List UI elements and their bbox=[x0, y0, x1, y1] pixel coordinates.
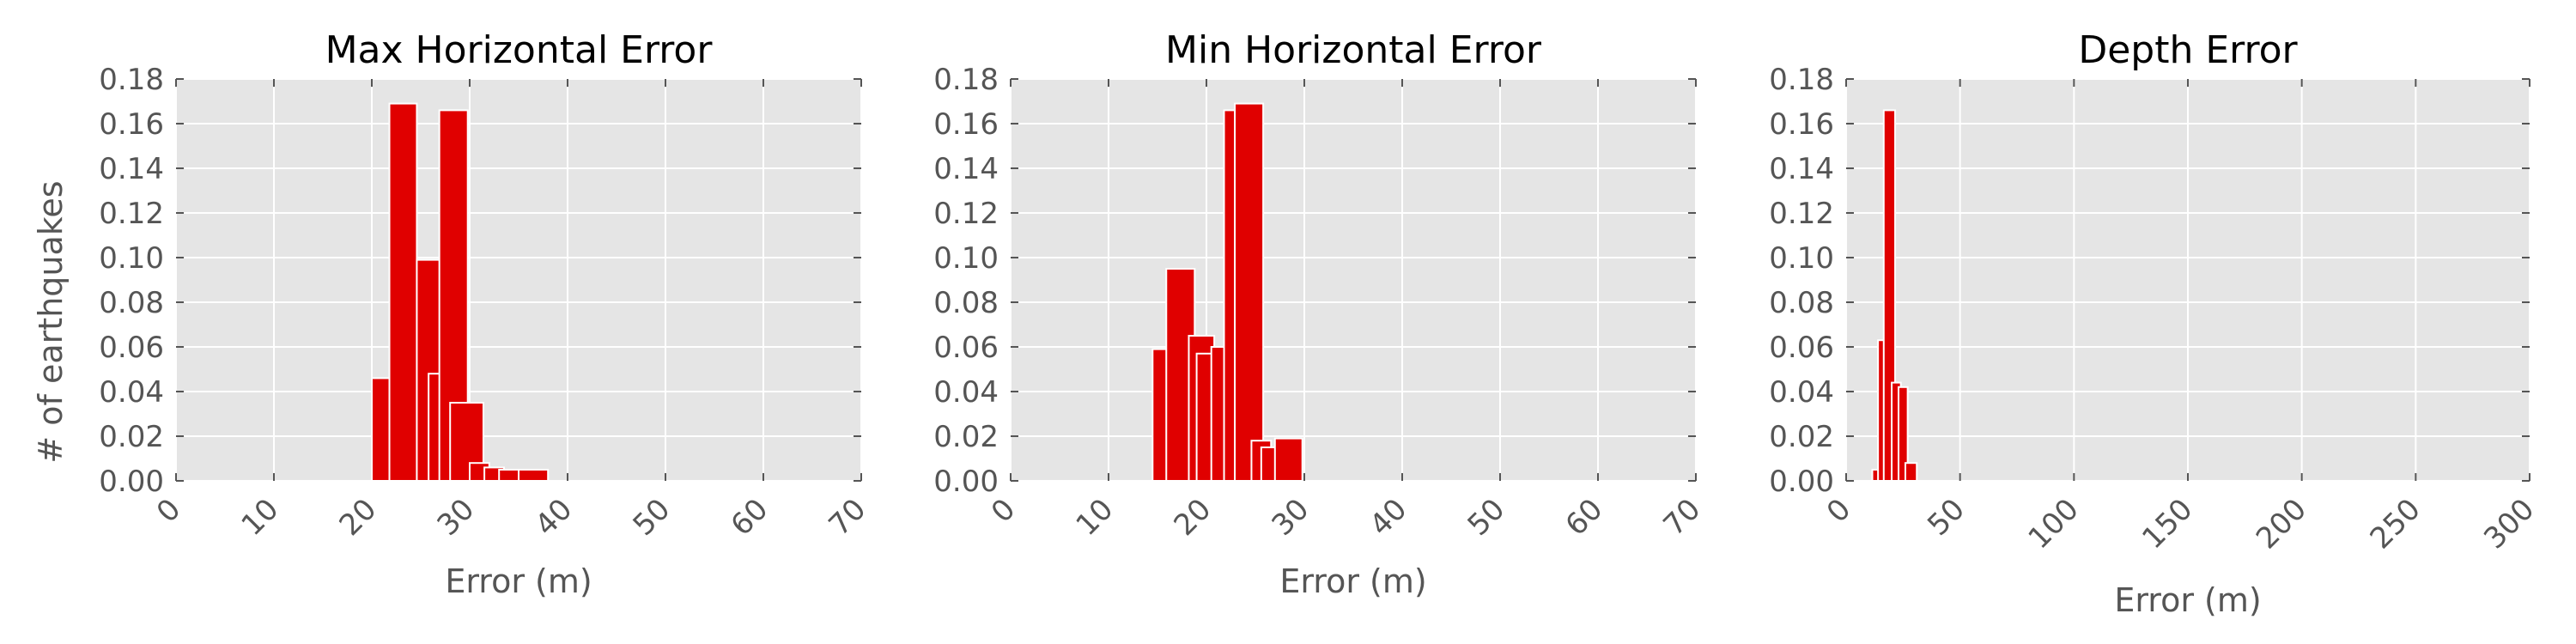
y-tick-label: 0.12 bbox=[933, 197, 999, 231]
gridlines bbox=[1010, 78, 1697, 482]
y-tick-label: 0.18 bbox=[1769, 63, 1834, 97]
y-tick-label: 0.08 bbox=[99, 286, 164, 320]
histogram-bar bbox=[498, 469, 520, 482]
x-tick-label: 40 bbox=[1364, 492, 1414, 543]
y-tick-label: 0.14 bbox=[933, 152, 999, 186]
chart-title: Max Horizontal Error bbox=[325, 28, 714, 72]
histogram-bar bbox=[371, 377, 391, 482]
x-tick-label: 20 bbox=[1168, 492, 1218, 543]
y-tick-label: 0.18 bbox=[99, 63, 164, 97]
y-tick-label: 0.06 bbox=[99, 331, 164, 365]
x-tick-label: 10 bbox=[235, 492, 286, 543]
x-tick-label: 20 bbox=[333, 492, 384, 543]
y-tick-label: 0.04 bbox=[99, 375, 164, 410]
chart-depth-error: Depth Error Error (m) 0.00 0.02 0.04 0.06 0.… bbox=[1769, 28, 2541, 619]
x-axis-label: Error (m) bbox=[2114, 581, 2261, 619]
y-axis-label: # of earthquakes bbox=[32, 180, 70, 463]
x-tick-label: 50 bbox=[1461, 492, 1512, 543]
y-tick-label: 0.12 bbox=[99, 197, 164, 231]
histogram-bar bbox=[388, 102, 418, 482]
histogram-bar bbox=[1234, 102, 1265, 482]
x-tick-label: 200 bbox=[2250, 492, 2313, 556]
y-tick-label: 0.02 bbox=[933, 420, 999, 454]
y-tick-label: 0.08 bbox=[1769, 286, 1834, 320]
histogram-bar bbox=[518, 469, 550, 482]
y-tick-label: 0.06 bbox=[1769, 331, 1834, 365]
y-tick-label: 0.16 bbox=[1769, 107, 1834, 142]
histogram-bar bbox=[1151, 348, 1169, 482]
x-tick-label: 30 bbox=[431, 492, 482, 543]
bars bbox=[371, 102, 550, 483]
x-tick-label: 70 bbox=[1657, 492, 1708, 543]
x-tick-label: 30 bbox=[1266, 492, 1316, 543]
tick-marks bbox=[1010, 78, 1697, 482]
bars bbox=[1151, 102, 1303, 483]
chart-title: Min Horizontal Error bbox=[1165, 28, 1542, 72]
y-tick-label: 0.12 bbox=[1769, 197, 1834, 231]
y-tick-label: 0.16 bbox=[933, 107, 999, 142]
y-tick-label: 0.06 bbox=[933, 331, 999, 365]
x-tick-label: 250 bbox=[2364, 492, 2427, 556]
y-tick-label: 0.08 bbox=[933, 286, 999, 320]
y-tick-label: 0.02 bbox=[1769, 420, 1834, 454]
x-tick-label: 10 bbox=[1070, 492, 1121, 543]
x-axis-label: Error (m) bbox=[1279, 562, 1426, 600]
histogram-bar bbox=[1904, 462, 1918, 483]
plot-area bbox=[1011, 79, 1696, 481]
y-tick-label: 0.14 bbox=[99, 152, 164, 186]
x-tick-label: 300 bbox=[2477, 492, 2541, 556]
x-tick-label: 100 bbox=[2022, 492, 2086, 556]
y-tick-label: 0.02 bbox=[99, 420, 164, 454]
chart-max-horizontal-error: Max Horizontal Error Error (m) 0.00 0.02 0… bbox=[99, 28, 872, 600]
y-tick-label: 0.10 bbox=[933, 241, 999, 276]
plot-area bbox=[176, 79, 861, 481]
y-tick-label: 0.16 bbox=[99, 107, 164, 142]
x-tick-label: 50 bbox=[627, 492, 677, 543]
y-tick-label: 0.18 bbox=[933, 63, 999, 97]
tick-marks bbox=[1845, 78, 2530, 482]
x-tick-label: 60 bbox=[725, 492, 775, 543]
histogram-bar bbox=[1273, 437, 1303, 483]
y-tick-label: 0.14 bbox=[1769, 152, 1834, 186]
x-tick-label: 70 bbox=[823, 492, 873, 543]
x-tick-label: 50 bbox=[1921, 492, 1971, 543]
x-tick-label: 60 bbox=[1559, 492, 1610, 543]
x-tick-label: 150 bbox=[2136, 492, 2199, 556]
x-tick-label: 40 bbox=[529, 492, 580, 543]
y-tick-label: 0.04 bbox=[933, 375, 999, 410]
histogram-bar bbox=[1898, 386, 1909, 482]
chart-title: Depth Error bbox=[2078, 28, 2298, 72]
y-tick-label: 0.00 bbox=[1769, 465, 1834, 499]
y-tick-label: 0.10 bbox=[99, 241, 164, 276]
bars bbox=[1871, 109, 1918, 483]
y-tick-label: 0.10 bbox=[1769, 241, 1834, 276]
x-axis-label: Error (m) bbox=[445, 562, 592, 600]
histogram-bar bbox=[1195, 352, 1213, 482]
y-tick-label: 0.00 bbox=[933, 465, 999, 499]
y-tick-label: 0.04 bbox=[1769, 375, 1834, 410]
chart-min-horizontal-error: Min Horizontal Error Error (m) 0.00 0.02 0… bbox=[933, 28, 1707, 600]
y-tick-label: 0.00 bbox=[99, 465, 164, 499]
